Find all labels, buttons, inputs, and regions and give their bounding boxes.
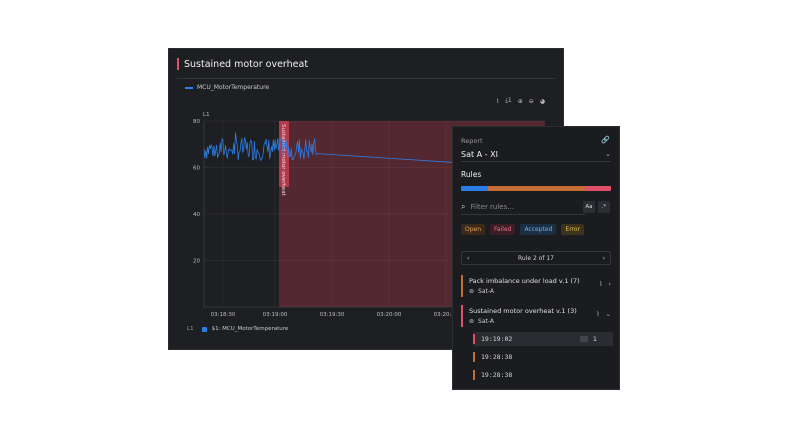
link-icon[interactable]: 🔗 <box>601 136 610 144</box>
chart-toolbar: ⌇ ⤓1 ⊕ ⊖ ◕ <box>496 97 545 105</box>
zoom-in-icon[interactable]: ⊕ <box>517 97 523 105</box>
report-select[interactable]: Sat A - XI ⌄ <box>461 147 611 162</box>
x-axis-ticks: 03:18:30 03:19:00 03:19:30 03:20:00 03:20:30 <box>211 312 459 318</box>
legend-label: MCU_MotorTemperature <box>197 84 270 91</box>
rule-actions: ⌇ › <box>599 280 611 288</box>
event-count: 1 <box>579 335 597 343</box>
filter-placeholder: Filter rules... <box>470 203 514 211</box>
series-line-tail <box>316 153 460 164</box>
filter-chip-open[interactable]: Open <box>461 224 486 235</box>
event-time: 19:28:38 <box>481 371 513 379</box>
event-row[interactable]: 19:19:02 1 <box>473 332 613 346</box>
line-chart-icon[interactable]: ⌇ <box>599 280 603 288</box>
y-tick-label: 40 <box>193 212 200 218</box>
x-tick-label: 03:18:30 <box>211 312 236 318</box>
report-label: Report <box>461 137 483 145</box>
highlight-region-label: Sustained motor overheat <box>280 124 286 197</box>
rule-status-bar <box>461 305 463 327</box>
rule-status-bar <box>461 275 463 297</box>
event-row[interactable]: 19:28:38 <box>473 368 613 382</box>
event-status-bar <box>473 352 475 362</box>
zoom-out-icon[interactable]: ⊖ <box>528 97 534 105</box>
x-tick-label: 03:20:00 <box>377 312 402 318</box>
panel-title-bar: Sustained motor overheat <box>177 57 308 71</box>
event-time: 19:19:02 <box>481 335 513 343</box>
satellite-icon: ⊚ <box>469 318 475 325</box>
y-tick-label: 80 <box>193 119 200 125</box>
rules-panel: Report 🔗 Sat A - XI ⌄ Rules ⌕ Filter rul… <box>452 126 620 390</box>
rule-pager: ‹ Rule 2 of 17 › <box>461 251 611 265</box>
event-time: 19:28:38 <box>481 353 513 361</box>
legend-top[interactable]: MCU_MotorTemperature <box>185 84 269 91</box>
rule-subject-label: Sat-A <box>478 318 495 325</box>
regex-button[interactable]: .* <box>598 201 610 213</box>
x-tick-label: 03:19:30 <box>320 312 345 318</box>
report-value: Sat A - XI <box>461 149 498 159</box>
filter-chip-error[interactable]: Error <box>561 224 585 235</box>
y-axis-ticks: 80 60 40 20 <box>193 119 200 265</box>
event-status-bar <box>473 334 475 344</box>
y-tick-label: 60 <box>193 166 200 172</box>
panel-title: Sustained motor overheat <box>184 58 309 70</box>
rule-name: Sustained motor overheat v.1 (3) <box>469 307 577 315</box>
rule-subject-label: Sat-A <box>478 288 495 295</box>
prev-rule-button[interactable]: ‹ <box>467 254 470 262</box>
expand-icon[interactable]: › <box>608 280 611 288</box>
rule-subject: ⊚ Sat-A <box>469 318 494 325</box>
line-chart-icon[interactable]: ⌇ <box>596 310 600 318</box>
rules-bar-segment <box>461 186 488 191</box>
search-icon: ⌕ <box>461 202 466 211</box>
rule-name: Pack imbalance under load v.1 (7) <box>469 277 580 285</box>
y-axis-name: L1 <box>203 112 210 118</box>
match-case-button[interactable]: Aa <box>583 201 595 213</box>
event-count-value: 1 <box>592 335 597 343</box>
next-rule-button[interactable]: › <box>602 254 605 262</box>
legend-axis-tag: L1 <box>187 326 194 332</box>
download-count: 1 <box>507 97 512 104</box>
comment-icon <box>579 336 588 342</box>
event-row[interactable]: 19:28:38 <box>473 350 613 364</box>
rules-heading: Rules <box>461 170 482 179</box>
filter-chip-accepted[interactable]: Accepted <box>520 224 557 235</box>
y-tick-label: 20 <box>193 259 200 265</box>
legend-bottom[interactable]: L1 $1: MCU_MotorTemperature <box>187 326 288 332</box>
download-icon[interactable]: ⤓1 <box>505 97 512 104</box>
series-line-dense <box>203 132 317 162</box>
legend-swatch <box>185 86 193 89</box>
rule-item[interactable]: Sustained motor overheat v.1 (3) ⊚ Sat-A… <box>461 305 613 327</box>
rule-item[interactable]: Pack imbalance under load v.1 (7) ⊚ Sat-… <box>461 275 613 297</box>
palette-icon[interactable]: ◕ <box>539 97 545 105</box>
rule-actions: ⌇ ⌄ <box>596 310 611 318</box>
rules-bar-segment <box>488 186 586 191</box>
status-chips: Open Failed Accepted Error <box>461 224 585 235</box>
event-status-bar <box>473 370 475 380</box>
highlight-region-tag <box>279 121 289 187</box>
rules-bar-segment <box>585 186 611 191</box>
collapse-icon[interactable]: ⌄ <box>605 310 611 318</box>
filter-chip-failed[interactable]: Failed <box>490 224 516 235</box>
line-chart-icon[interactable]: ⌇ <box>496 97 500 105</box>
title-divider <box>177 78 555 79</box>
rules-status-bar <box>461 186 611 191</box>
rule-subject: ⊚ Sat-A <box>469 288 494 295</box>
pager-label: Rule 2 of 17 <box>517 254 555 262</box>
legend-series-label: $1: MCU_MotorTemperature <box>211 326 289 332</box>
legend-color-square <box>201 326 207 332</box>
chevron-down-icon: ⌄ <box>605 150 611 158</box>
title-accent <box>177 58 179 70</box>
filter-rules-input[interactable]: ⌕ Filter rules... <box>461 200 585 215</box>
x-tick-label: 03:19:00 <box>263 312 288 318</box>
x-tick-label: 03:20:30 <box>434 312 459 318</box>
satellite-icon: ⊚ <box>469 288 475 295</box>
